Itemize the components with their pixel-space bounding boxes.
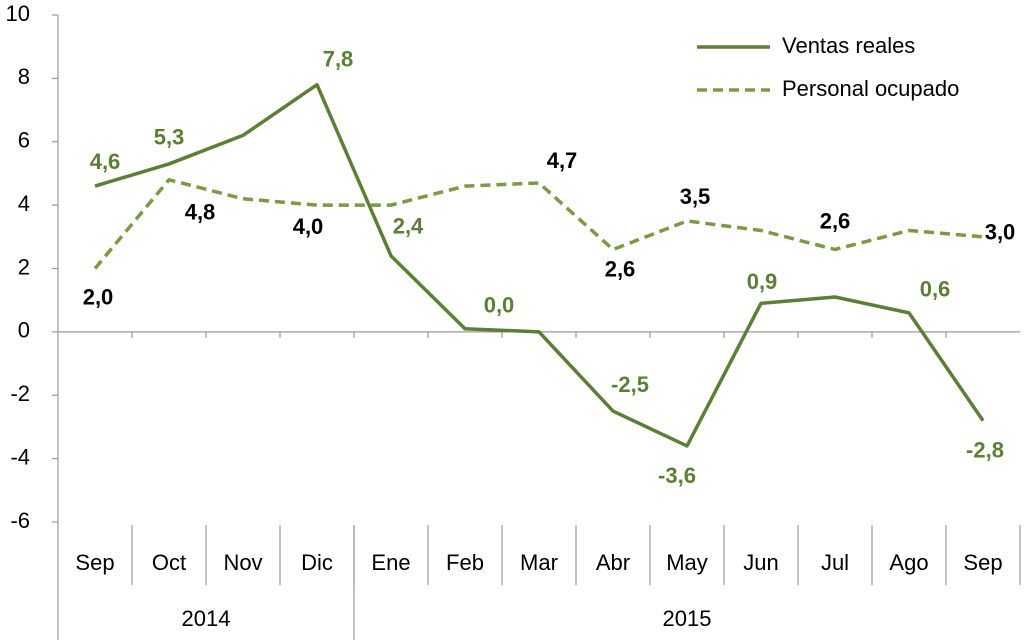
y-tick-label: 2 [18,254,30,279]
y-tick-label: -6 [10,508,30,533]
value-label: 2,6 [605,256,636,281]
x-tick-label: Oct [152,550,186,575]
y-tick-label: 4 [18,191,30,216]
value-label: -3,6 [658,463,696,488]
value-label: 5,3 [154,125,185,150]
x-tick-label: Sep [963,550,1002,575]
legend-label: Personal ocupado [782,76,959,101]
y-tick-label: 8 [18,64,30,89]
legend-label: Ventas reales [782,33,915,58]
value-label: 0,0 [484,293,515,318]
value-label: 4,6 [90,149,121,174]
x-tick-label: Mar [520,550,558,575]
value-label: 0,6 [920,277,951,302]
value-label: 0,9 [747,269,778,294]
x-tick-label: Ago [889,550,928,575]
x-tick-label: Dic [301,550,333,575]
value-label: 4,7 [547,148,578,173]
y-tick-label: -4 [10,444,30,469]
x-tick-label: Ene [371,550,410,575]
y-tick-label: 6 [18,128,30,153]
x-tick-label: Abr [596,550,630,575]
value-label: -2,5 [611,372,649,397]
group-label: 2014 [182,606,231,631]
value-label: -2,8 [966,437,1004,462]
x-tick-label: Sep [75,550,114,575]
value-label: 4,0 [293,214,324,239]
value-label: 2,4 [393,214,424,239]
y-tick-label: -2 [10,381,30,406]
x-tick-label: Jun [743,550,778,575]
x-tick-label: Feb [446,550,484,575]
series-line [94,82,985,448]
value-label: 2,0 [83,284,114,309]
x-tick-label: Nov [223,550,262,575]
y-tick-label: 0 [18,318,30,343]
value-label: 3,5 [680,184,711,209]
value-label: 4,8 [185,200,216,225]
value-label: 3,0 [985,220,1016,245]
y-tick-label: 10 [6,1,30,26]
value-label: 2,6 [820,208,851,233]
x-tick-label: May [666,550,708,575]
group-label: 2015 [663,606,712,631]
series-line [93,178,984,270]
value-label: 7,8 [323,47,354,72]
x-tick-label: Jul [821,550,849,575]
